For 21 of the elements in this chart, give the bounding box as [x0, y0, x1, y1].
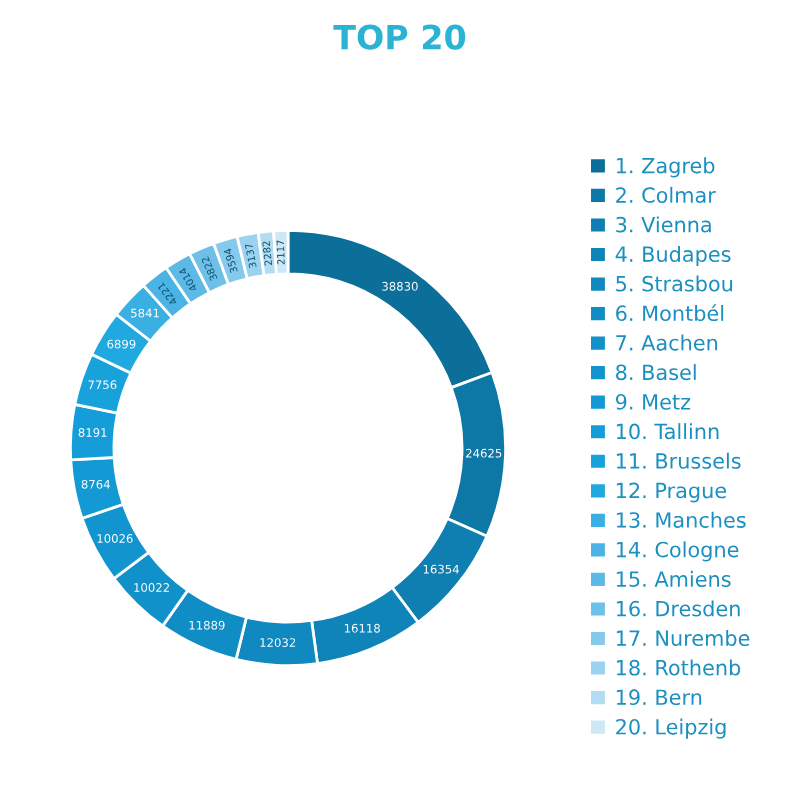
legend-label: 20. Leipzig [616, 718, 726, 739]
legend-label: 7. Aachen [616, 334, 718, 351]
legend-label: 19. Bern [616, 689, 702, 706]
chart-title: TOP 20 [333, 24, 466, 50]
legend-label: 5. Strasbou [616, 275, 732, 292]
legend-label: 1. Zagreb [616, 157, 715, 178]
legend-label: 2. Colmar [616, 186, 716, 203]
legend-label: 13. Manches [616, 511, 746, 528]
legend-label: 17. Nurembe [616, 629, 750, 647]
legend-label: 4. Budapes [615, 245, 731, 267]
legend-label: 3. Vienna [616, 216, 711, 233]
legend-label: 11. Brussels [616, 452, 741, 469]
legend-label: 18. Rothenb [616, 659, 741, 676]
legend-label: 12. Prague [616, 482, 727, 503]
legend-label: 6. Montbél [616, 304, 724, 322]
legend-label: 15. Amiens [616, 570, 731, 587]
legend-label: 8. Basel [616, 364, 696, 381]
legend-label: 9. Metz [615, 393, 691, 410]
legend-label: 14. Cologne [616, 541, 739, 562]
legend-label: 10. Tallinn [616, 423, 719, 440]
legend-label: 16. Dresden [616, 600, 740, 617]
